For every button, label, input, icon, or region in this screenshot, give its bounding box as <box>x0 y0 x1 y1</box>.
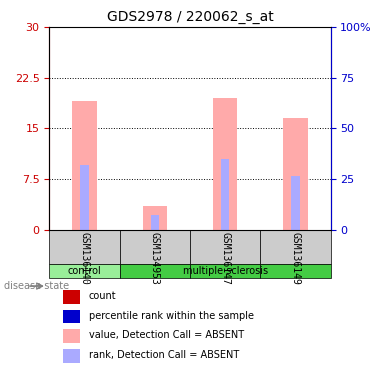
Text: percentile rank within the sample: percentile rank within the sample <box>89 311 254 321</box>
FancyBboxPatch shape <box>190 230 260 264</box>
FancyBboxPatch shape <box>120 230 190 264</box>
Bar <box>63 349 80 362</box>
Bar <box>63 310 80 323</box>
FancyBboxPatch shape <box>260 264 331 278</box>
Text: GSM134953: GSM134953 <box>150 232 160 285</box>
Text: GSM136140: GSM136140 <box>79 232 90 285</box>
Text: control: control <box>68 266 101 276</box>
Bar <box>63 290 80 304</box>
FancyBboxPatch shape <box>190 264 260 278</box>
Bar <box>142 206 167 230</box>
Bar <box>221 159 230 230</box>
Bar <box>63 329 80 343</box>
Bar <box>72 101 97 230</box>
Text: GSM136147: GSM136147 <box>220 232 230 285</box>
Title: GDS2978 / 220062_s_at: GDS2978 / 220062_s_at <box>107 10 273 25</box>
FancyBboxPatch shape <box>49 264 120 278</box>
Bar <box>80 166 89 230</box>
Bar <box>283 118 308 230</box>
FancyBboxPatch shape <box>49 230 120 264</box>
FancyBboxPatch shape <box>260 230 331 264</box>
FancyBboxPatch shape <box>120 264 190 278</box>
Text: rank, Detection Call = ABSENT: rank, Detection Call = ABSENT <box>89 350 239 360</box>
Text: count: count <box>89 291 116 301</box>
Text: value, Detection Call = ABSENT: value, Detection Call = ABSENT <box>89 330 244 340</box>
Bar <box>213 98 238 230</box>
Text: multiple sclerosis: multiple sclerosis <box>182 266 268 276</box>
Text: disease state: disease state <box>4 281 69 291</box>
Text: GSM136149: GSM136149 <box>290 232 301 285</box>
Bar <box>291 175 300 230</box>
Bar <box>150 215 159 230</box>
